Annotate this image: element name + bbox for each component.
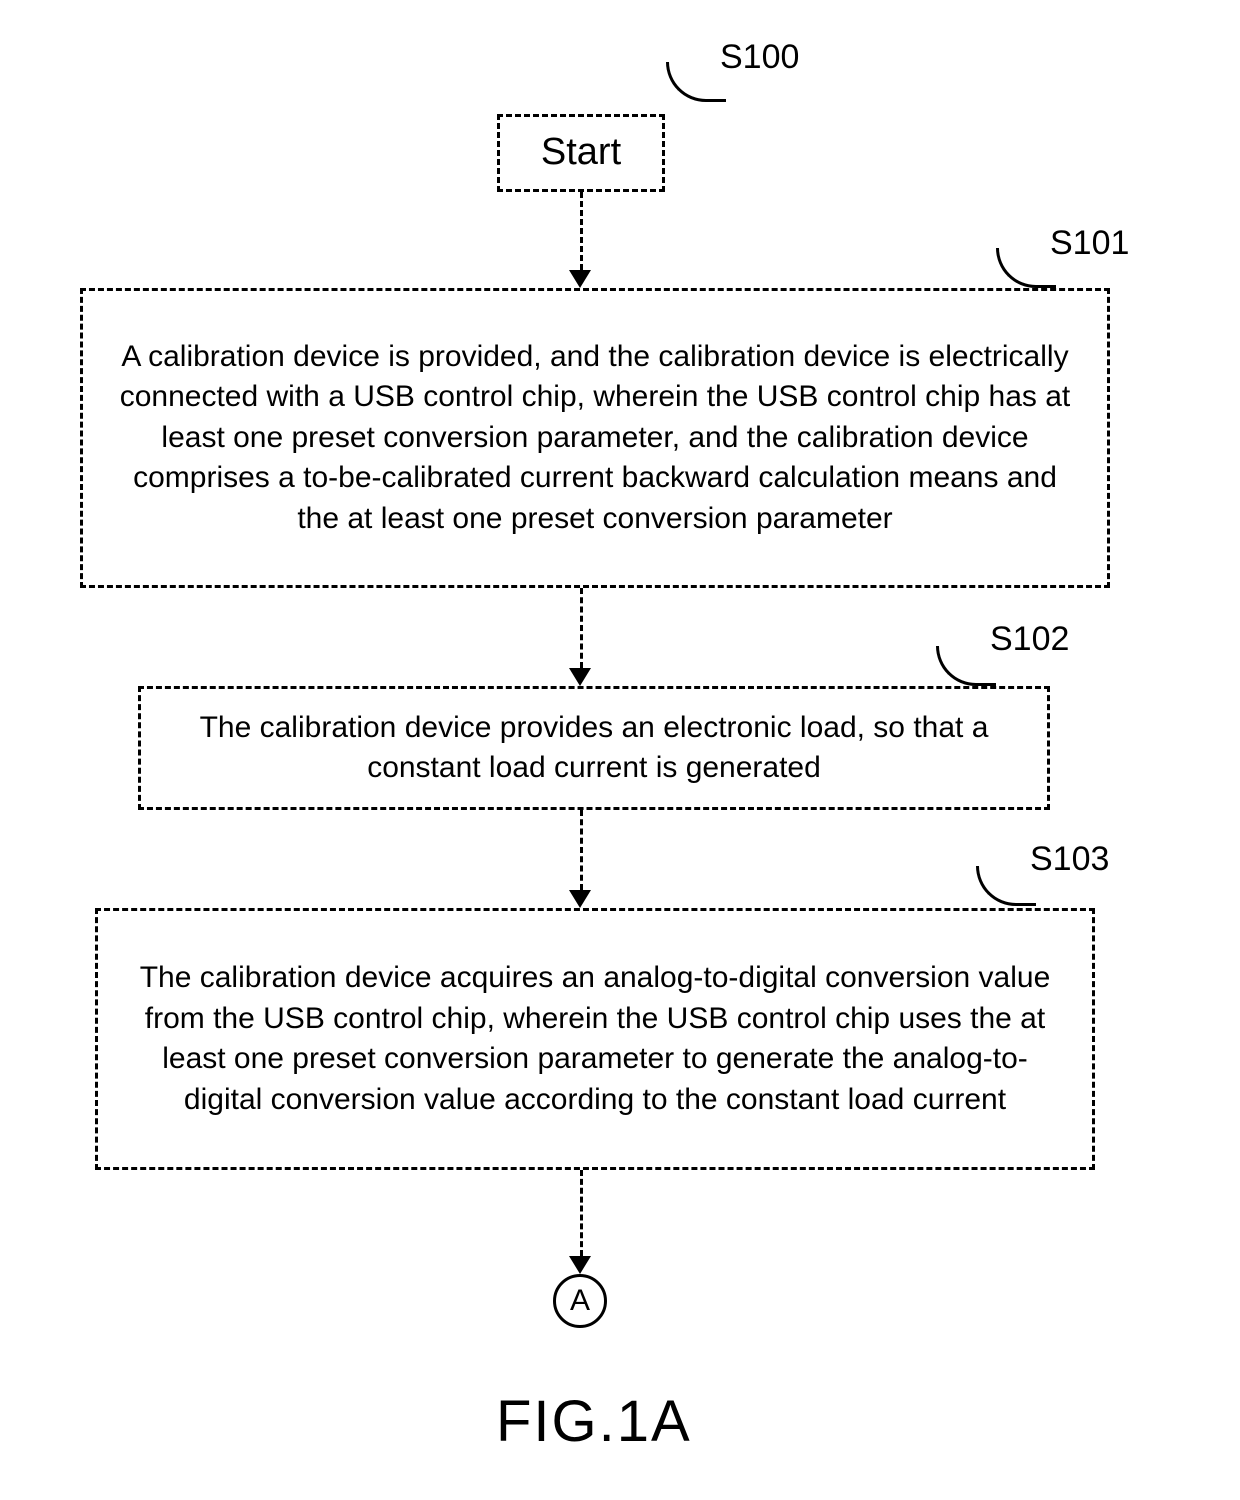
arrowhead-s101 bbox=[569, 270, 591, 288]
figure-title: FIG.1A bbox=[496, 1388, 692, 1455]
step-text-s103: The calibration device acquires an analo… bbox=[124, 958, 1066, 1120]
leader-s103 bbox=[976, 866, 1036, 906]
arrow-s102 bbox=[580, 588, 583, 668]
step-s102: The calibration device provides an elect… bbox=[138, 686, 1050, 810]
leader-s100 bbox=[666, 62, 726, 102]
label-s100: S100 bbox=[720, 38, 799, 77]
leader-s102 bbox=[936, 646, 996, 686]
leader-s101 bbox=[996, 248, 1056, 288]
arrow-to-connector bbox=[580, 1170, 583, 1256]
connector-letter: A bbox=[570, 1284, 590, 1318]
connector-a: A bbox=[553, 1274, 607, 1328]
start-node: Start bbox=[497, 114, 665, 192]
step-text-s102: The calibration device provides an elect… bbox=[167, 708, 1021, 789]
arrowhead-to-connector bbox=[569, 1256, 591, 1274]
label-s101: S101 bbox=[1050, 224, 1129, 263]
label-s103: S103 bbox=[1030, 840, 1109, 879]
label-s102: S102 bbox=[990, 620, 1069, 659]
arrowhead-s102 bbox=[569, 668, 591, 686]
start-text: Start bbox=[541, 127, 621, 178]
arrow-s101 bbox=[580, 192, 583, 270]
step-s103: The calibration device acquires an analo… bbox=[95, 908, 1095, 1170]
arrow-s103 bbox=[580, 810, 583, 890]
step-s101: A calibration device is provided, and th… bbox=[80, 288, 1110, 588]
arrowhead-s103 bbox=[569, 890, 591, 908]
flowchart-canvas: Start S100 A calibration device is provi… bbox=[0, 0, 1240, 1500]
step-text-s101: A calibration device is provided, and th… bbox=[109, 337, 1081, 540]
